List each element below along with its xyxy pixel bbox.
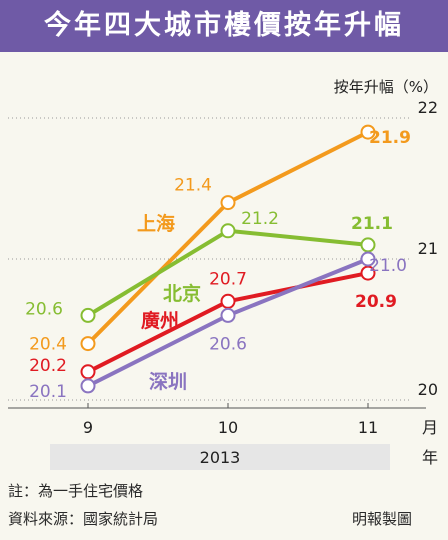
data-point	[360, 265, 376, 281]
series-name-label: 深圳	[149, 370, 187, 393]
title-bar	[0, 0, 448, 52]
series-name-label: 北京	[163, 282, 201, 305]
data-label: 21.4	[174, 176, 212, 196]
data-label: 20.6	[209, 334, 247, 354]
data-label: 20.2	[29, 356, 67, 376]
data-label: 21.9	[369, 128, 411, 148]
data-point	[220, 223, 236, 239]
x-tick-label: 10	[218, 418, 238, 437]
y-tick-label: 22	[418, 98, 438, 117]
data-label: 20.1	[29, 382, 67, 402]
series-name-label: 廣州	[141, 309, 179, 332]
data-point	[220, 293, 236, 309]
data-label: 20.7	[209, 269, 247, 289]
x-tick-label: 9	[83, 418, 93, 437]
y-tick-label: 20	[418, 380, 438, 399]
line-chart: 20 21 22 按年升幅（%） 9 10 11 月 2013 年 20.4 21.4 21.9 上海 20…	[8, 52, 440, 470]
x-unit-label: 月	[422, 418, 438, 437]
year-unit-label: 年	[422, 448, 438, 467]
year-label: 2013	[200, 448, 241, 467]
year-band	[50, 444, 390, 470]
chart-title: 今年四大城市樓價按年升幅	[44, 10, 404, 41]
footnote: 註：為一手住宅價格	[8, 482, 144, 500]
data-point	[360, 251, 376, 267]
data-label: 21.1	[351, 214, 393, 234]
data-point	[220, 307, 236, 323]
data-label: 20.9	[355, 292, 397, 312]
data-point	[360, 124, 376, 140]
data-point	[80, 307, 96, 323]
credit-note: 明報製圖	[352, 510, 413, 528]
source-note: 資料來源：國家統計局	[8, 510, 159, 528]
data-label: 21.0	[369, 256, 407, 276]
y-tick-label: 21	[418, 239, 438, 258]
data-point	[80, 336, 96, 352]
data-point	[360, 237, 376, 253]
series-name-label: 上海	[137, 212, 175, 235]
data-label: 20.6	[25, 299, 63, 319]
data-point	[80, 364, 96, 380]
data-point	[80, 378, 96, 394]
data-label: 20.4	[29, 335, 67, 355]
y-axis-label: 按年升幅（%）	[334, 78, 438, 96]
x-tick-label: 11	[358, 418, 378, 437]
data-label: 21.2	[241, 209, 279, 229]
data-point	[220, 195, 236, 211]
